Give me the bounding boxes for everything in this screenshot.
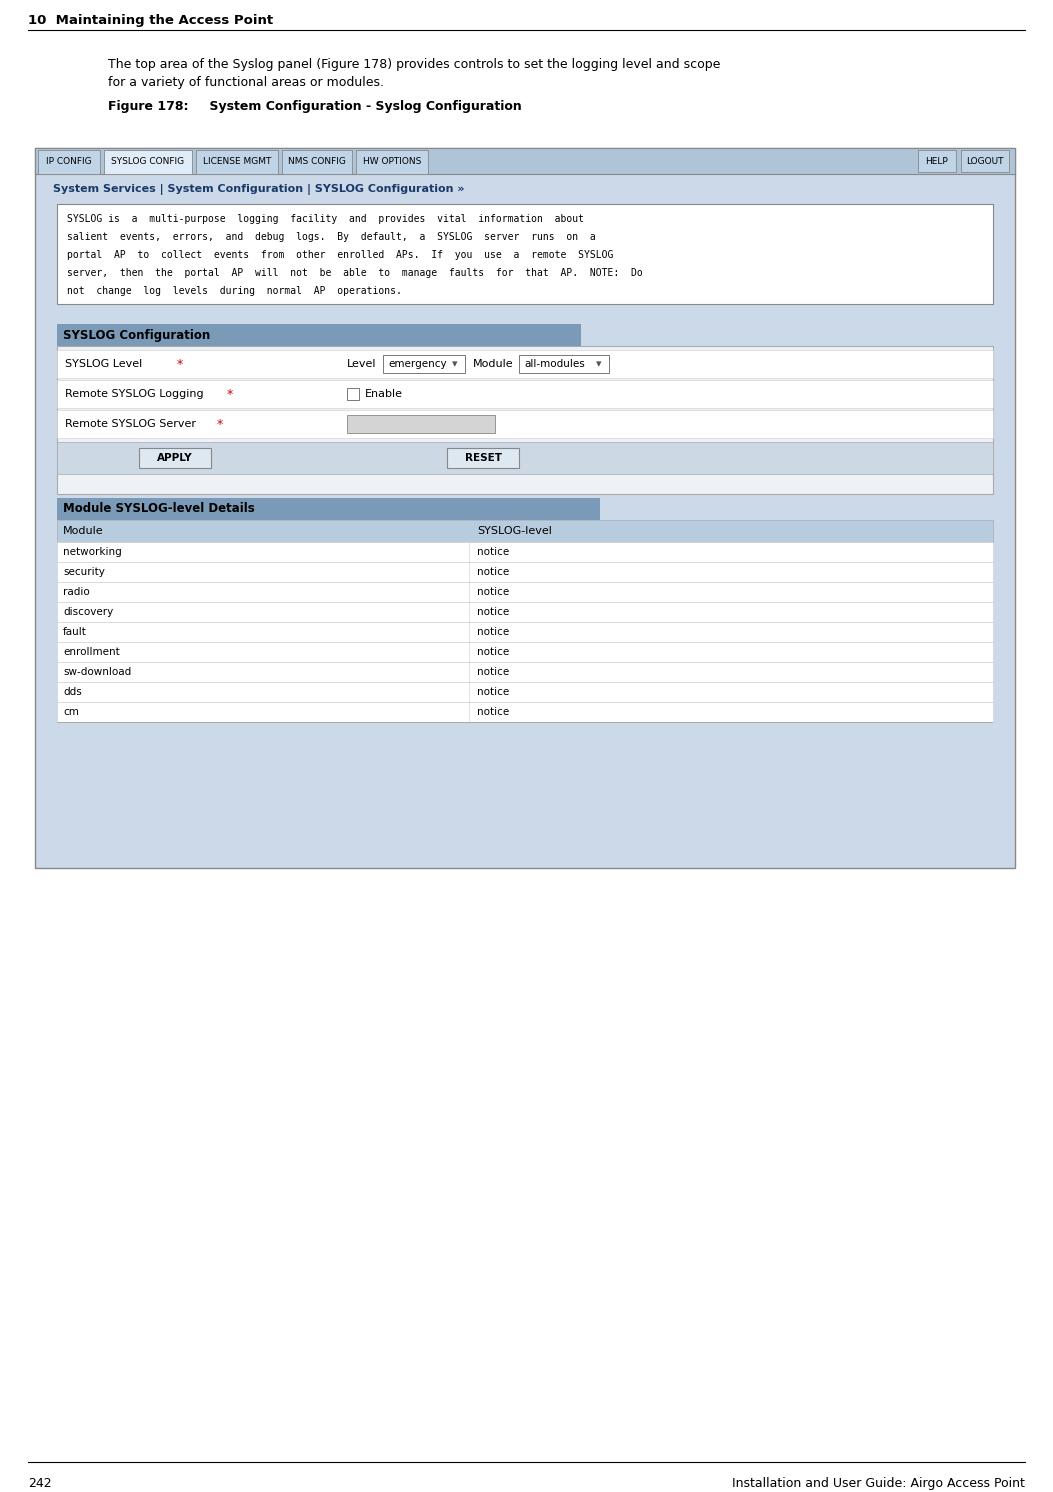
Bar xyxy=(196,151,278,175)
Bar xyxy=(918,151,956,172)
Text: SYSLOG Level: SYSLOG Level xyxy=(65,360,142,369)
Text: *: * xyxy=(213,418,223,431)
Bar xyxy=(57,380,993,407)
Text: HELP: HELP xyxy=(926,157,949,166)
Bar xyxy=(139,448,211,468)
Text: Module SYSLOG-level Details: Module SYSLOG-level Details xyxy=(63,503,255,516)
Bar xyxy=(356,151,428,175)
Text: 10  Maintaining the Access Point: 10 Maintaining the Access Point xyxy=(28,13,273,27)
Text: HW OPTIONS: HW OPTIONS xyxy=(363,158,421,167)
Text: portal  AP  to  collect  events  from  other  enrolled  APs.  If  you  use  a  r: portal AP to collect events from other e… xyxy=(67,251,614,260)
Text: notice: notice xyxy=(477,707,509,718)
Text: notice: notice xyxy=(477,686,509,697)
Bar xyxy=(35,148,1015,868)
Bar xyxy=(383,355,465,373)
Text: APPLY: APPLY xyxy=(157,454,193,463)
Text: notice: notice xyxy=(477,667,509,677)
Bar xyxy=(57,542,993,562)
Text: System Services | System Configuration | SYSLOG Configuration »: System Services | System Configuration |… xyxy=(53,184,464,195)
Text: fault: fault xyxy=(63,627,87,637)
Text: System Configuration - Syslog Configuration: System Configuration - Syslog Configurat… xyxy=(192,100,521,113)
Text: 242: 242 xyxy=(28,1477,52,1491)
Bar xyxy=(57,351,993,377)
Bar xyxy=(57,662,993,682)
Text: dds: dds xyxy=(63,686,82,697)
Bar xyxy=(961,151,1009,172)
Text: LICENSE MGMT: LICENSE MGMT xyxy=(203,158,272,167)
Text: Module: Module xyxy=(473,360,514,369)
Text: emergency: emergency xyxy=(388,360,446,369)
Text: The top area of the Syslog panel (Figure 178) provides controls to set the loggi: The top area of the Syslog panel (Figure… xyxy=(108,58,720,72)
Bar xyxy=(57,682,993,703)
Text: salient  events,  errors,  and  debug  logs.  By  default,  a  SYSLOG  server  r: salient events, errors, and debug logs. … xyxy=(67,231,596,242)
Text: *: * xyxy=(173,358,183,370)
Text: security: security xyxy=(63,567,105,577)
Text: radio: radio xyxy=(63,586,90,597)
Text: Remote SYSLOG Logging: Remote SYSLOG Logging xyxy=(65,389,203,398)
Bar xyxy=(519,355,609,373)
Text: for a variety of functional areas or modules.: for a variety of functional areas or mod… xyxy=(108,76,384,90)
Text: server,  then  the  portal  AP  will  not  be  able  to  manage  faults  for  th: server, then the portal AP will not be a… xyxy=(67,269,642,278)
Bar xyxy=(57,498,600,521)
Bar xyxy=(35,148,1015,175)
Bar xyxy=(347,388,359,400)
Text: Level: Level xyxy=(347,360,377,369)
Text: ▾: ▾ xyxy=(452,360,458,369)
Text: discovery: discovery xyxy=(63,607,114,618)
Text: notice: notice xyxy=(477,586,509,597)
Text: all-modules: all-modules xyxy=(524,360,584,369)
Text: Enable: Enable xyxy=(365,389,403,398)
Text: SYSLOG-level: SYSLOG-level xyxy=(477,527,552,536)
Text: notice: notice xyxy=(477,548,509,557)
Bar xyxy=(57,521,993,542)
Text: LOGOUT: LOGOUT xyxy=(967,157,1004,166)
Text: RESET: RESET xyxy=(464,454,501,463)
Bar xyxy=(57,582,993,601)
Text: not  change  log  levels  during  normal  AP  operations.: not change log levels during normal AP o… xyxy=(67,286,402,295)
Bar xyxy=(104,151,192,175)
Text: Installation and User Guide: Airgo Access Point: Installation and User Guide: Airgo Acces… xyxy=(732,1477,1025,1491)
Text: notice: notice xyxy=(477,627,509,637)
Bar xyxy=(282,151,352,175)
Bar xyxy=(57,442,993,474)
Bar xyxy=(57,324,581,346)
Text: Remote SYSLOG Server: Remote SYSLOG Server xyxy=(65,419,196,430)
Text: cm: cm xyxy=(63,707,79,718)
Bar xyxy=(57,204,993,304)
Bar xyxy=(347,415,495,433)
Text: Module: Module xyxy=(63,527,103,536)
Bar xyxy=(57,346,993,494)
Bar xyxy=(57,410,993,439)
Bar xyxy=(57,562,993,582)
Text: networking: networking xyxy=(63,548,122,557)
Bar xyxy=(57,622,993,642)
Bar xyxy=(57,601,993,622)
Text: *: * xyxy=(223,388,234,400)
Bar xyxy=(57,703,993,722)
Text: notice: notice xyxy=(477,648,509,656)
Text: enrollment: enrollment xyxy=(63,648,120,656)
Bar xyxy=(57,642,993,662)
Text: Figure 178:: Figure 178: xyxy=(108,100,188,113)
Text: notice: notice xyxy=(477,567,509,577)
Text: SYSLOG Configuration: SYSLOG Configuration xyxy=(63,328,211,342)
Text: NMS CONFIG: NMS CONFIG xyxy=(289,158,346,167)
Text: SYSLOG CONFIG: SYSLOG CONFIG xyxy=(112,158,184,167)
Bar xyxy=(38,151,100,175)
Bar xyxy=(448,448,519,468)
Text: sw-download: sw-download xyxy=(63,667,132,677)
Text: IP CONFIG: IP CONFIG xyxy=(46,158,92,167)
Text: ▾: ▾ xyxy=(596,360,602,369)
Text: notice: notice xyxy=(477,607,509,618)
Text: SYSLOG is  a  multi-purpose  logging  facility  and  provides  vital  informatio: SYSLOG is a multi-purpose logging facili… xyxy=(67,213,584,224)
